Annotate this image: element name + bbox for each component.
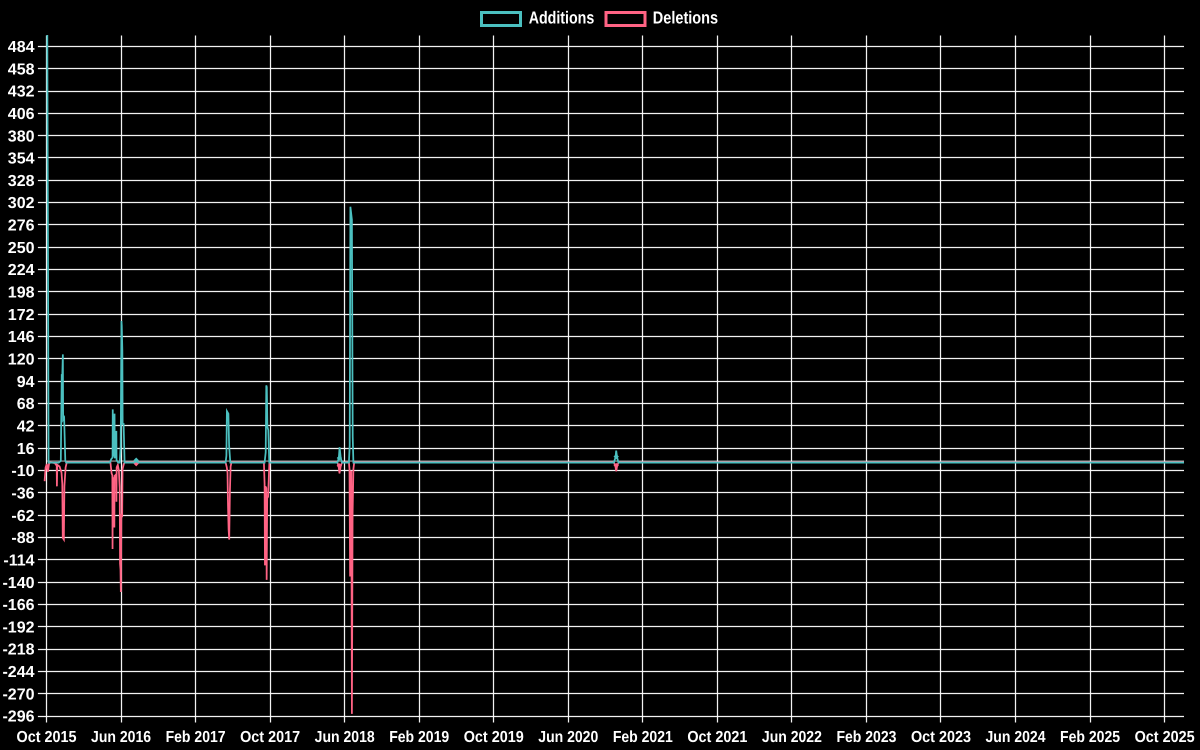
svg-text:Jun 2020: Jun 2020 [538,729,598,746]
svg-text:198: 198 [8,285,35,302]
svg-text:328: 328 [8,173,35,190]
svg-text:Feb 2017: Feb 2017 [166,729,226,746]
svg-text:Feb 2021: Feb 2021 [613,729,673,746]
svg-text:94: 94 [17,374,35,391]
svg-text:224: 224 [8,262,35,279]
svg-text:Oct 2017: Oct 2017 [240,729,300,746]
svg-text:Feb 2025: Feb 2025 [1060,729,1120,746]
svg-text:Oct 2023: Oct 2023 [911,729,971,746]
svg-text:Oct 2015: Oct 2015 [17,729,77,746]
svg-text:458: 458 [8,61,35,78]
svg-text:-270: -270 [2,686,34,703]
svg-text:-88: -88 [11,530,34,547]
svg-text:276: 276 [8,218,35,235]
svg-text:406: 406 [8,106,35,123]
svg-text:-114: -114 [3,552,34,569]
svg-text:42: 42 [17,418,35,435]
svg-text:-218: -218 [2,642,34,659]
svg-text:-166: -166 [2,597,34,614]
svg-text:16: 16 [17,441,35,458]
svg-text:Oct 2021: Oct 2021 [687,729,747,746]
svg-text:354: 354 [8,151,35,168]
svg-text:Additions: Additions [529,7,595,27]
svg-text:Jun 2016: Jun 2016 [91,729,151,746]
svg-text:-36: -36 [11,485,34,502]
svg-text:-10: -10 [11,463,34,480]
svg-text:Jun 2018: Jun 2018 [315,729,375,746]
svg-text:Oct 2019: Oct 2019 [464,729,524,746]
svg-text:432: 432 [8,84,35,101]
svg-text:120: 120 [8,352,35,369]
svg-text:Jun 2022: Jun 2022 [762,729,822,746]
svg-text:-244: -244 [2,664,34,681]
svg-text:250: 250 [8,240,35,257]
svg-text:68: 68 [17,396,35,413]
svg-text:-192: -192 [2,619,34,636]
svg-text:Feb 2019: Feb 2019 [389,729,449,746]
svg-text:380: 380 [8,128,35,145]
svg-text:Jun 2024: Jun 2024 [986,729,1046,746]
svg-text:-140: -140 [2,575,34,592]
svg-text:484: 484 [8,39,35,56]
svg-text:Deletions: Deletions [653,7,718,27]
svg-text:-296: -296 [2,709,34,726]
svg-text:-62: -62 [11,508,34,525]
svg-text:146: 146 [8,329,35,346]
svg-text:Oct 2025: Oct 2025 [1135,729,1195,746]
svg-text:172: 172 [8,307,35,324]
svg-text:Feb 2023: Feb 2023 [836,729,896,746]
svg-text:302: 302 [8,195,35,212]
